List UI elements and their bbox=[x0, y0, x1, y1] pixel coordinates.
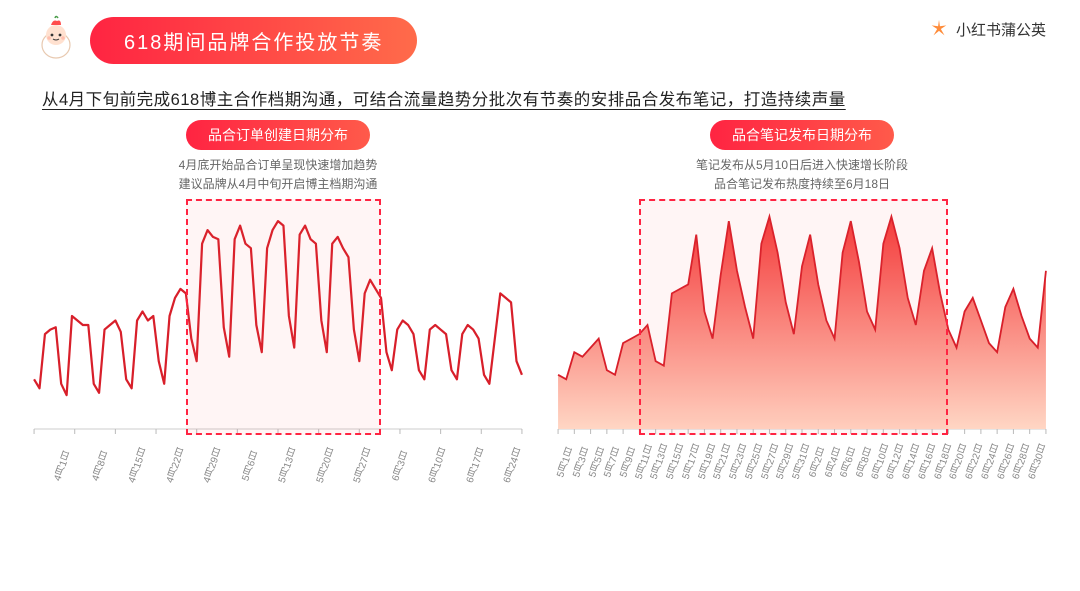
chart-right: 品合笔记发布日期分布 笔记发布从5月10日后进入快速增长阶段 品合笔记发布热度持… bbox=[550, 120, 1054, 489]
chart-left-pill: 品合订单创建日期分布 bbox=[186, 120, 370, 150]
chart-right-desc: 笔记发布从5月10日后进入快速增长阶段 品合笔记发布热度持续至6月18日 bbox=[550, 156, 1054, 193]
chart-left: 品合订单创建日期分布 4月底开始品合订单呈现快速增加趋势 建议品牌从4月中旬开启… bbox=[26, 120, 530, 489]
subtitle: 从4月下旬前完成618博主合作档期沟通，可结合流量趋势分批次有节奏的安排品合发布… bbox=[42, 86, 1038, 110]
chart-right-xlabels: 5月1日5月3日5月5日5月7日5月9日5月11日5月13日5月15日5月17日… bbox=[558, 433, 1046, 489]
chart-right-pill: 品合笔记发布日期分布 bbox=[710, 120, 894, 150]
chart-left-area: 4月1日4月8日4月15日4月22日4月29日5月6日5月13日5月20日5月2… bbox=[26, 199, 530, 489]
brand-logo-text: 小红书蒲公英 bbox=[956, 19, 1046, 40]
chart-right-area: 5月1日5月3日5月5日5月7日5月9日5月11日5月13日5月15日5月17日… bbox=[550, 199, 1054, 489]
chart-left-desc: 4月底开始品合订单呈现快速增加趋势 建议品牌从4月中旬开启博主档期沟通 bbox=[26, 156, 530, 193]
charts-row: 品合订单创建日期分布 4月底开始品合订单呈现快速增加趋势 建议品牌从4月中旬开启… bbox=[0, 110, 1080, 489]
spark-icon bbox=[928, 18, 950, 40]
page-title-pill: 618期间品牌合作投放节奏 bbox=[90, 17, 417, 64]
header: 618期间品牌合作投放节奏 bbox=[0, 0, 1080, 66]
chart-left-xlabels: 4月1日4月8日4月15日4月22日4月29日5月6日5月13日5月20日5月2… bbox=[34, 433, 522, 489]
mascot-icon bbox=[30, 14, 82, 66]
brand-logo: 小红书蒲公英 bbox=[928, 18, 1046, 40]
